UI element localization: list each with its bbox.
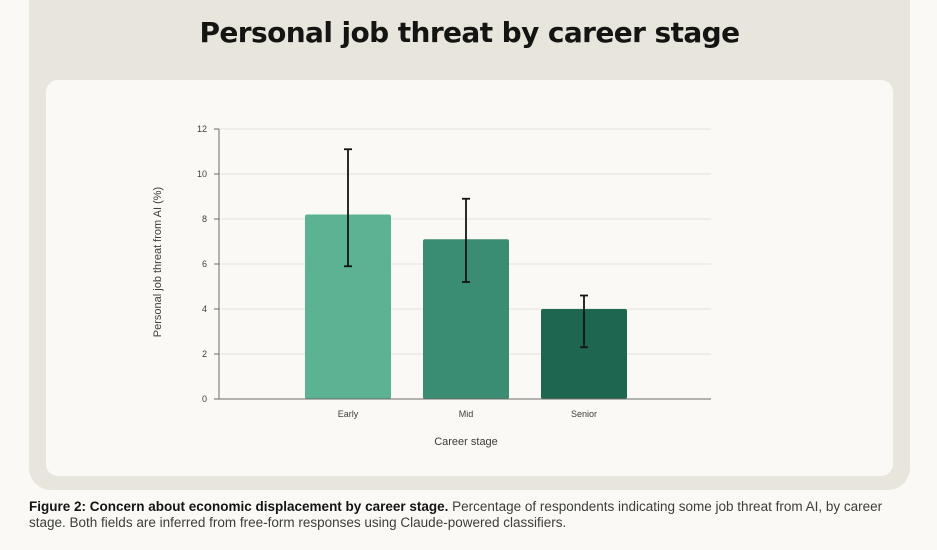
bar-chart: 0 2 4 6 8 10 12 Early Mid Senior Career stage Perso… xyxy=(152,124,711,448)
figure-panel: Personal job threat by career stage 0 2 4 6… xyxy=(29,0,910,490)
y-tick-label: 10 xyxy=(197,169,207,179)
figure-caption: Figure 2: Concern about economic displac… xyxy=(29,499,919,531)
y-tick-label: 12 xyxy=(197,124,207,134)
y-axis-label: Personal job threat from AI (%) xyxy=(152,187,164,337)
y-tick-label: 8 xyxy=(202,214,207,224)
y-tick-label: 0 xyxy=(202,394,207,404)
chart-card: 0 2 4 6 8 10 12 Early Mid Senior Career stage Perso… xyxy=(46,80,893,476)
x-tick-label: Mid xyxy=(459,409,474,419)
y-tick-label: 4 xyxy=(202,304,207,314)
x-tick-label: Senior xyxy=(571,409,597,419)
bar-senior xyxy=(541,309,627,399)
y-tick-label: 6 xyxy=(202,259,207,269)
caption-description: Percentage of respondents indicating som… xyxy=(29,499,883,530)
x-axis-label: Career stage xyxy=(434,436,498,448)
bar-mid xyxy=(423,239,509,399)
y-tick-label: 2 xyxy=(202,349,207,359)
bar-early xyxy=(305,214,391,399)
caption-title: Figure 2: Concern about economic displac… xyxy=(29,499,449,514)
chart-title: Personal job threat by career stage xyxy=(199,16,740,49)
x-tick-label: Early xyxy=(338,409,359,419)
